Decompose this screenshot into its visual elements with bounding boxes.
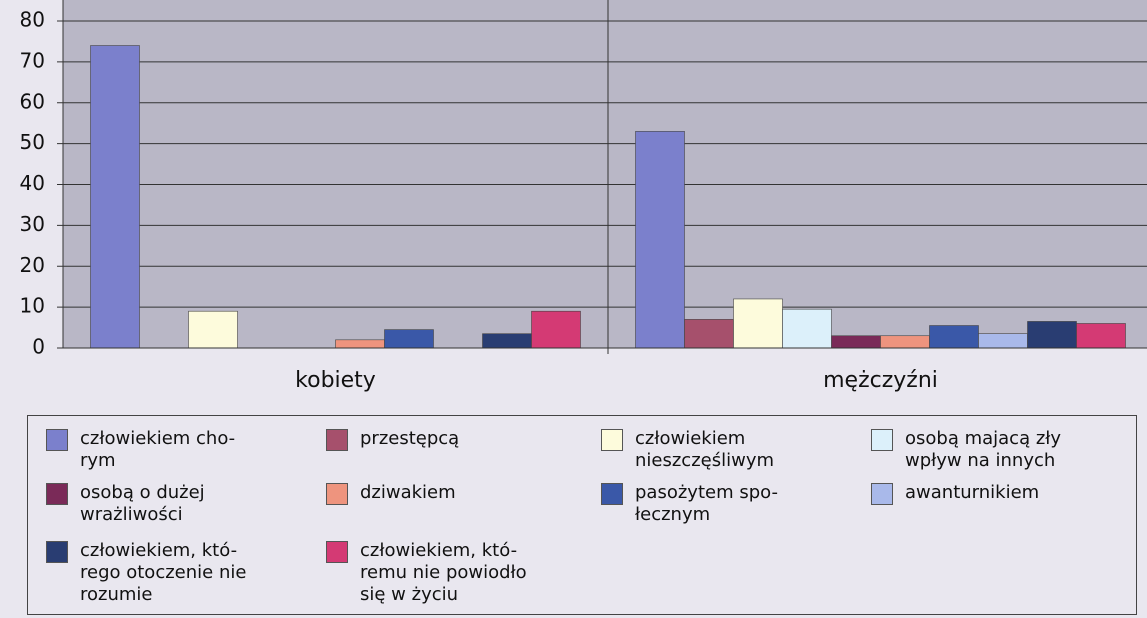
chart: 0 10 20 30 40 50 60 70 80 kobiety mężczyźni [20, 0, 1147, 393]
legend-label: człowiekiem, któ- remu nie powiodło się … [360, 540, 527, 605]
y-tick-label: 10 [20, 294, 45, 318]
legend-item: przestępcą [326, 428, 459, 451]
bar [188, 310, 238, 349]
bar [531, 310, 581, 349]
legend-item: osobą majacą zły wpływ na innych [871, 428, 1061, 472]
y-tick-label: 70 [20, 48, 45, 72]
bar [335, 339, 385, 349]
legend-label: człowiekiem nieszczęśliwym [635, 428, 775, 471]
legend: człowiekiem cho- rym przestępcą człowiekie… [27, 415, 1137, 615]
legend-item: osobą o dużej wrażliwości [46, 482, 205, 526]
legend-swatch [326, 429, 348, 451]
bar [684, 319, 734, 349]
x-tick-label: mężczyźni [823, 368, 938, 393]
y-tick-label: 30 [20, 212, 45, 236]
bar [831, 335, 881, 349]
legend-item: dziwakiem [326, 482, 456, 505]
legend-item: pasożytem spo- łecznym [601, 482, 778, 526]
legend-swatch [871, 483, 893, 505]
legend-label: osobą majacą zły wpływ na innych [905, 428, 1062, 471]
bar [782, 308, 832, 349]
legend-swatch [871, 429, 893, 451]
legend-swatch [46, 483, 68, 505]
bar [733, 298, 783, 349]
legend-label: awanturnikiem [905, 482, 1040, 503]
legend-label: przestępcą [360, 428, 460, 449]
legend-item: człowiekiem cho- rym [46, 428, 235, 472]
x-tick-label: kobiety [295, 368, 376, 393]
bar [978, 333, 1028, 349]
y-tick-label: 40 [20, 171, 45, 195]
legend-label: człowiekiem, któ- rego otoczenie nie roz… [80, 540, 247, 605]
bar [880, 335, 930, 349]
bar [1027, 321, 1077, 349]
legend-label: osobą o dużej wrażliwości [80, 482, 205, 525]
legend-swatch [601, 483, 623, 505]
legend-label: pasożytem spo- łecznym [635, 482, 778, 525]
y-tick-label: 20 [20, 253, 45, 277]
legend-swatch [601, 429, 623, 451]
legend-swatch [46, 541, 68, 563]
legend-item: człowiekiem, któ- rego otoczenie nie roz… [46, 540, 246, 606]
y-tick-label: 60 [20, 89, 45, 113]
plot-area [63, 0, 1147, 348]
bar [1076, 323, 1126, 349]
y-tick-label: 80 [20, 8, 45, 32]
legend-swatch [326, 483, 348, 505]
bar [482, 333, 532, 349]
bar [90, 45, 140, 349]
legend-item: człowiekiem, któ- remu nie powiodło się … [326, 540, 527, 606]
legend-item: człowiekiem nieszczęśliwym [601, 428, 774, 472]
legend-item: awanturnikiem [871, 482, 1039, 505]
legend-label: człowiekiem cho- rym [80, 428, 236, 471]
legend-label: dziwakiem [360, 482, 456, 503]
legend-swatch [46, 429, 68, 451]
bar [384, 329, 434, 349]
y-tick-label: 50 [20, 130, 45, 154]
legend-swatch [326, 541, 348, 563]
bar [929, 325, 979, 349]
bar [635, 131, 685, 349]
y-tick-label: 0 [32, 335, 45, 359]
